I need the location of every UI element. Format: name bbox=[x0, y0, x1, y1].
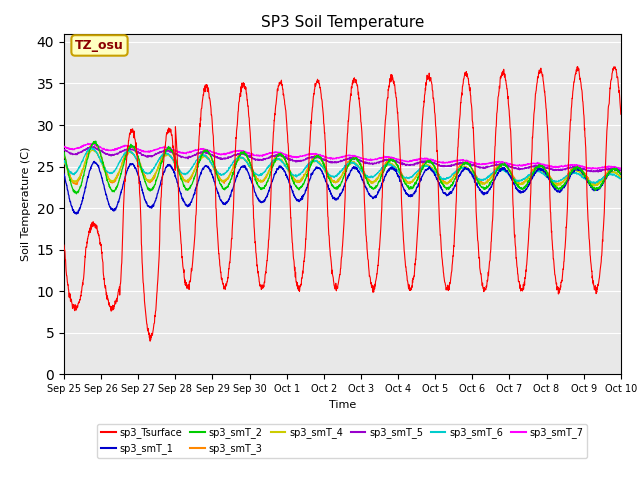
X-axis label: Time: Time bbox=[329, 400, 356, 409]
Y-axis label: Soil Temperature (C): Soil Temperature (C) bbox=[21, 147, 31, 261]
Title: SP3 Soil Temperature: SP3 Soil Temperature bbox=[260, 15, 424, 30]
Legend: sp3_Tsurface, sp3_smT_1, sp3_smT_2, sp3_smT_3, sp3_smT_4, sp3_smT_5, sp3_smT_6, : sp3_Tsurface, sp3_smT_1, sp3_smT_2, sp3_… bbox=[97, 423, 588, 458]
Text: TZ_osu: TZ_osu bbox=[75, 39, 124, 52]
